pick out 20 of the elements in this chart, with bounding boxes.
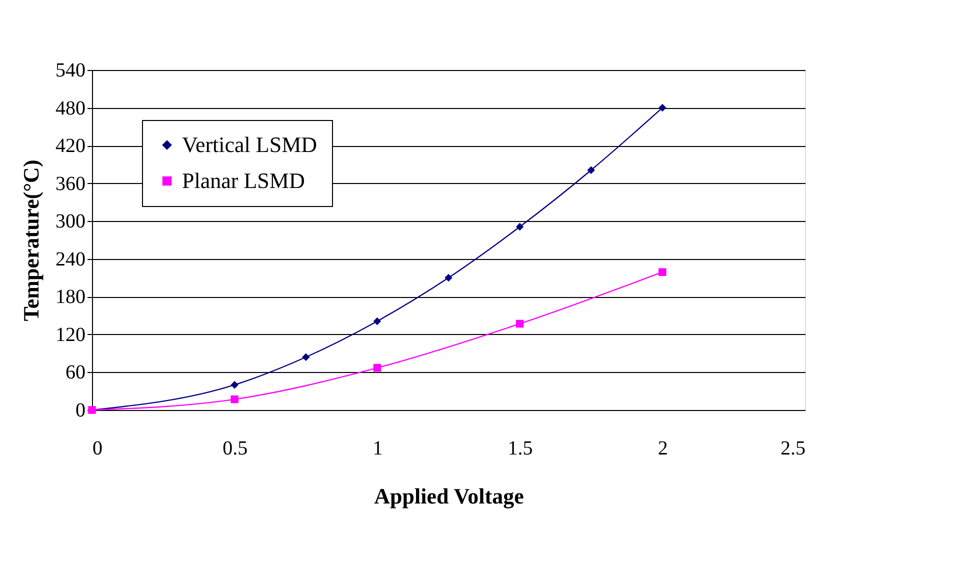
x-tick-label: 0.5: [222, 438, 248, 460]
x-tick-label: 1: [372, 438, 383, 460]
y-tick-label: 0: [76, 400, 86, 422]
x-tick-label: 2.5: [780, 438, 806, 460]
y-tick-label: 120: [56, 324, 86, 346]
y-tick-label: 360: [56, 172, 86, 195]
x-tick-label: 1.5: [508, 438, 533, 460]
y-tick-label: 180: [56, 286, 86, 308]
y-tick-label: 420: [56, 135, 86, 158]
legend-label: Vertical LSMD: [182, 132, 318, 157]
x-tick-label: 0: [92, 438, 102, 460]
legend-label: Planar LSMD: [182, 168, 305, 193]
y-tick-label: 300: [56, 210, 86, 233]
y-tick-label: 60: [66, 362, 86, 384]
x-axis-title: Applied Voltage: [374, 484, 524, 508]
y-axis-title: Temperature(°C): [18, 160, 44, 322]
y-tick-label: 240: [56, 248, 86, 270]
y-tick-label: 540: [56, 60, 86, 82]
y-tick-label: 480: [56, 97, 86, 120]
x-tick-label: 2: [658, 438, 668, 460]
